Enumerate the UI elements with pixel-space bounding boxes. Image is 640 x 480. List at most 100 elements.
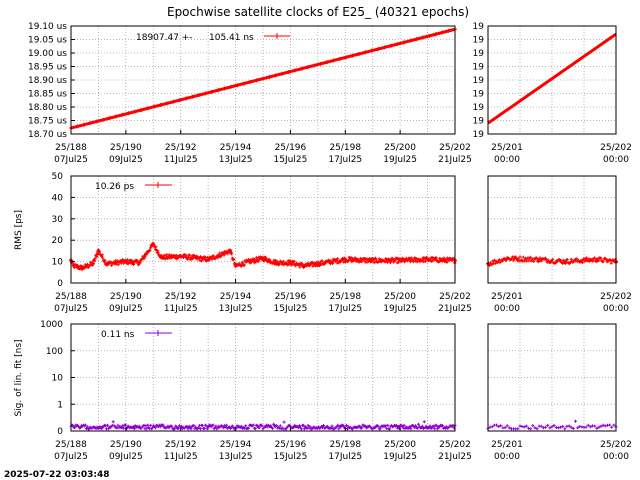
clock-point — [120, 112, 125, 117]
y-tick-label: 18.70 us — [28, 130, 67, 140]
x-tick-label: 17Jul25 — [328, 304, 362, 314]
clock-point — [133, 109, 137, 114]
x-tick-label: 21Jul25 — [438, 155, 472, 165]
rms-point — [123, 259, 128, 264]
rms-point — [151, 242, 156, 247]
rms-point — [274, 260, 279, 265]
rms-point — [315, 261, 320, 266]
clock-point — [273, 73, 278, 78]
y-tick-label: 19.10 us — [28, 22, 67, 32]
y-axis-label: Sig. of lin. fit [ns] — [14, 339, 24, 416]
x-tick-label: 25/198 — [329, 143, 361, 153]
x-tick-label: 00:00 — [603, 304, 629, 314]
x-tick-label: 15Jul25 — [274, 155, 308, 165]
x-tick-label: 07Jul25 — [54, 452, 88, 462]
x-tick-label: 00:00 — [494, 155, 520, 165]
clock-point — [414, 37, 419, 42]
clock-point — [401, 40, 406, 45]
clock-point — [254, 78, 259, 83]
x-tick-label: 11Jul25 — [164, 155, 198, 165]
x-tick-label: 00:00 — [494, 304, 520, 314]
x-tick-label: 25/202 — [439, 143, 471, 153]
x-tick-label: 09Jul25 — [109, 304, 143, 314]
x-tick-label: 15Jul25 — [274, 452, 308, 462]
y-tick-label: 19.05 us — [28, 36, 67, 46]
y-tick-label: 18.95 us — [28, 63, 67, 73]
legend-label: 10.26 ps — [95, 182, 134, 192]
rms-point — [343, 257, 348, 262]
x-tick-label: 07Jul25 — [54, 304, 88, 314]
clock-point — [88, 121, 93, 126]
x-tick-label: 25/202 — [439, 292, 471, 302]
rms-point — [137, 260, 142, 265]
rms-point — [425, 257, 430, 262]
y-tick-label: 18.75 us — [28, 117, 67, 127]
clock-point — [421, 35, 425, 40]
x-tick-label: 00:00 — [494, 452, 520, 462]
clock-point — [369, 48, 374, 53]
clock-point — [299, 66, 304, 71]
rms-point — [261, 256, 265, 261]
x-tick-label: 25/202 — [600, 440, 632, 450]
rms-point — [71, 263, 76, 268]
x-tick-label: 09Jul25 — [109, 452, 143, 462]
y-tick-label: 30 — [52, 215, 64, 225]
y-tick-label: 19 — [473, 130, 485, 140]
clock-point — [344, 55, 349, 60]
y-tick-label: 19 — [473, 36, 485, 46]
clock-point — [293, 68, 297, 73]
clock-point — [337, 56, 342, 61]
rms-main-frame — [70, 175, 456, 284]
sig-zoom-frame — [487, 323, 617, 432]
rms-point — [562, 259, 567, 264]
y-tick-label: 19.00 us — [28, 49, 67, 59]
legend-swatch-mark — [274, 33, 280, 39]
rms-zoom-frame — [487, 175, 617, 284]
clock-zoom-frame — [487, 25, 617, 135]
rms-point — [79, 266, 84, 271]
clock-point — [113, 114, 118, 119]
clock-point — [107, 116, 112, 121]
rms-point — [228, 248, 233, 253]
clock-point — [248, 79, 253, 84]
x-tick-label: 25/190 — [110, 292, 142, 302]
clock-point — [197, 93, 201, 98]
y-tick-label: 19 — [473, 76, 485, 86]
x-tick-label: 13Jul25 — [219, 452, 253, 462]
x-tick-label: 21Jul25 — [438, 304, 472, 314]
clock-point — [158, 103, 163, 108]
rms-point — [159, 255, 164, 260]
sig-zoom-series — [486, 419, 618, 431]
rms-point — [302, 263, 307, 268]
y-tick-label: 19 — [473, 117, 485, 127]
clock-point — [190, 94, 195, 99]
clock-point — [101, 117, 105, 122]
legend-swatch-mark — [155, 182, 161, 188]
rms-point — [398, 258, 403, 263]
clock-point — [261, 76, 265, 81]
rms-point — [247, 259, 252, 264]
clock-point — [229, 84, 233, 89]
clock-point — [312, 63, 317, 68]
y-tick-label: 18.80 us — [28, 103, 67, 113]
y-tick-label: 10 — [52, 258, 64, 268]
rms-zoom-series — [486, 255, 618, 267]
clock-point — [376, 47, 381, 52]
x-tick-label: 25/198 — [329, 292, 361, 302]
clock-point — [408, 38, 413, 43]
legend-label: 18907.47 +- — [136, 33, 193, 43]
y-tick-label: 19 — [473, 22, 485, 32]
rms-point — [104, 261, 109, 266]
clock-point — [139, 107, 144, 112]
rms-point — [178, 254, 183, 259]
clock-point — [209, 89, 214, 94]
y-tick-label: 1 — [57, 400, 63, 410]
y-tick-label: 40 — [52, 193, 64, 203]
clock-point — [331, 58, 336, 63]
y-axis-label: RMS [ps] — [14, 210, 24, 250]
x-tick-label: 25/188 — [55, 440, 87, 450]
y-tick-label: 100 — [46, 347, 63, 357]
y-tick-label: 19 — [473, 63, 485, 73]
x-tick-label: 25/202 — [600, 143, 632, 153]
clock-point — [318, 61, 323, 66]
